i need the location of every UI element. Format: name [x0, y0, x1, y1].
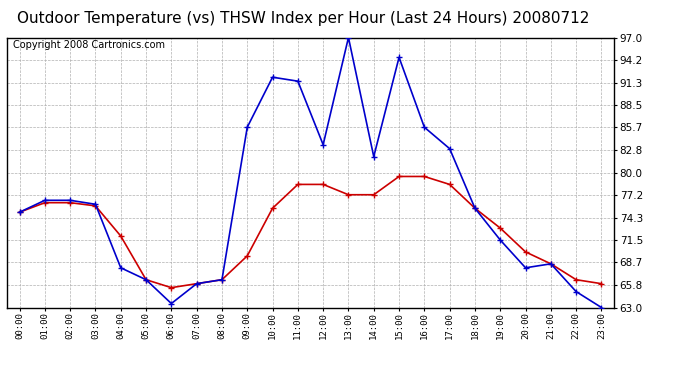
Text: Copyright 2008 Cartronics.com: Copyright 2008 Cartronics.com [13, 40, 165, 50]
Text: Outdoor Temperature (vs) THSW Index per Hour (Last 24 Hours) 20080712: Outdoor Temperature (vs) THSW Index per … [17, 11, 590, 26]
